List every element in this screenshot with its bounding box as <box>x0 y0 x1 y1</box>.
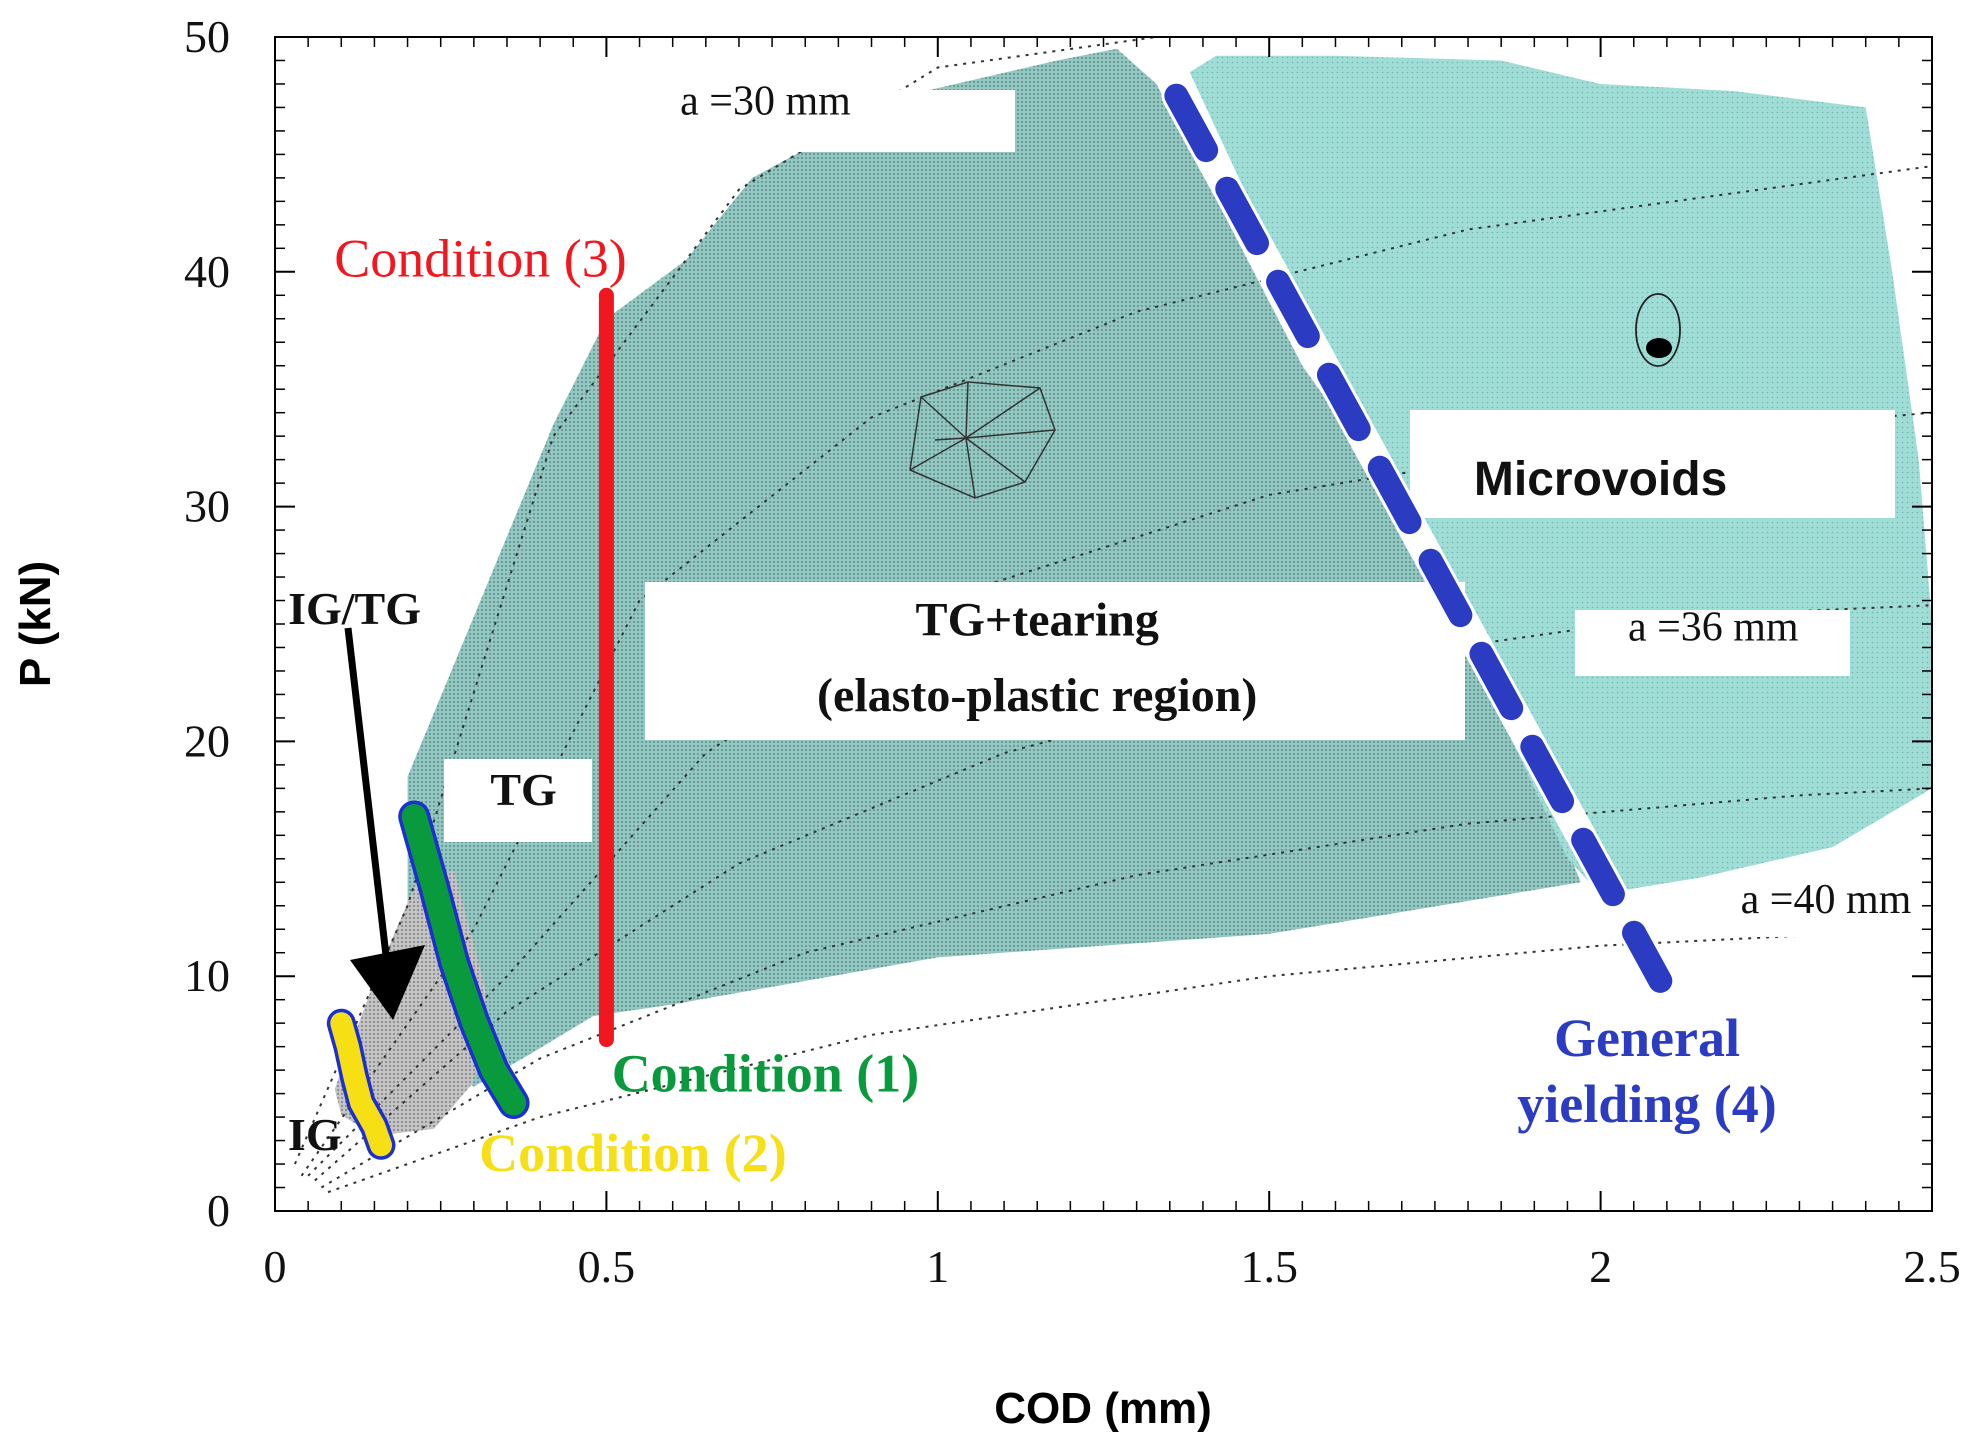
x-tick-label: 0 <box>264 1241 287 1292</box>
y-tick-label: 40 <box>184 246 230 297</box>
reference-curve-a-38-mm <box>320 787 1933 1189</box>
y-tick-label: 30 <box>184 481 230 532</box>
y-tick-label: 10 <box>184 950 230 1001</box>
series-layer <box>326 80 1676 1160</box>
annotation-ig-tg: IG/TG <box>288 583 421 634</box>
label-boxes-layer <box>444 90 1940 937</box>
y-tick-label: 0 <box>207 1185 230 1236</box>
annotation-yielding-4: yielding (4) <box>1517 1074 1777 1134</box>
a36-label-box <box>1575 610 1850 676</box>
annotation-a-40-mm: a =40 mm <box>1741 877 1912 923</box>
annotation-elasto-plastic-region: (elasto-plastic region) <box>817 669 1257 722</box>
x-axis-label: COD (mm) <box>994 1384 1212 1433</box>
annotation-condition-3: Condition (3) <box>334 228 627 288</box>
axes-layer <box>274 36 1933 1212</box>
decor-layer <box>909 293 1681 499</box>
microvoids-label-box <box>1410 410 1895 518</box>
arrow-head <box>350 945 425 1020</box>
x-tick-label: 1.5 <box>1240 1241 1298 1292</box>
annotation-a-36-mm: a =36 mm <box>1628 604 1799 650</box>
y-tick-label: 50 <box>184 11 230 62</box>
y-axis-label: P (kN) <box>11 561 60 687</box>
a30-label-box <box>745 90 1015 152</box>
microvoid-icon <box>1635 293 1681 367</box>
annotation-a-30-mm: a =30 mm <box>680 78 851 124</box>
tg-label-box <box>444 759 592 842</box>
annotation-condition-2: Condition (2) <box>479 1123 787 1183</box>
tg-tearing-label-box <box>645 582 1465 740</box>
ig-tg-arrow <box>344 627 425 1020</box>
y-tick-label: 20 <box>184 715 230 766</box>
labels-layer: 0 0.5 1 1.5 2 2.5 0 10 20 30 40 50 COD (mm) P (kN) a =… <box>11 11 1961 1433</box>
reference-curve-a-40-mm <box>327 928 1933 1194</box>
annotation-microvoids: Microvoids <box>1474 453 1727 506</box>
region-tg-tearing-region <box>407 48 1581 1087</box>
x-tick-label: 1 <box>926 1241 949 1292</box>
annotation-tg: TG <box>490 764 556 815</box>
x-tick-label: 0.5 <box>578 1241 636 1292</box>
x-tick-label: 2.5 <box>1903 1241 1961 1292</box>
cleavage-facet-icon <box>909 381 1056 499</box>
a40-label-box <box>1680 885 1940 937</box>
arrow-shaft <box>344 627 394 991</box>
condition-2-band <box>330 1012 392 1157</box>
annotation-tg-tearing: TG+tearing <box>916 594 1159 647</box>
reference-curve-a-32-mm <box>300 165 1933 1177</box>
annotation-condition-1: Condition (1) <box>612 1043 920 1103</box>
general-yielding-line <box>1164 83 1673 993</box>
condition-1-band <box>401 804 527 1116</box>
annotation-general: General <box>1554 1008 1740 1068</box>
x-tick-label: 2 <box>1589 1241 1612 1292</box>
reference-curve-a-30-mm <box>293 36 1157 1165</box>
annotation-ig: IG <box>288 1109 342 1160</box>
